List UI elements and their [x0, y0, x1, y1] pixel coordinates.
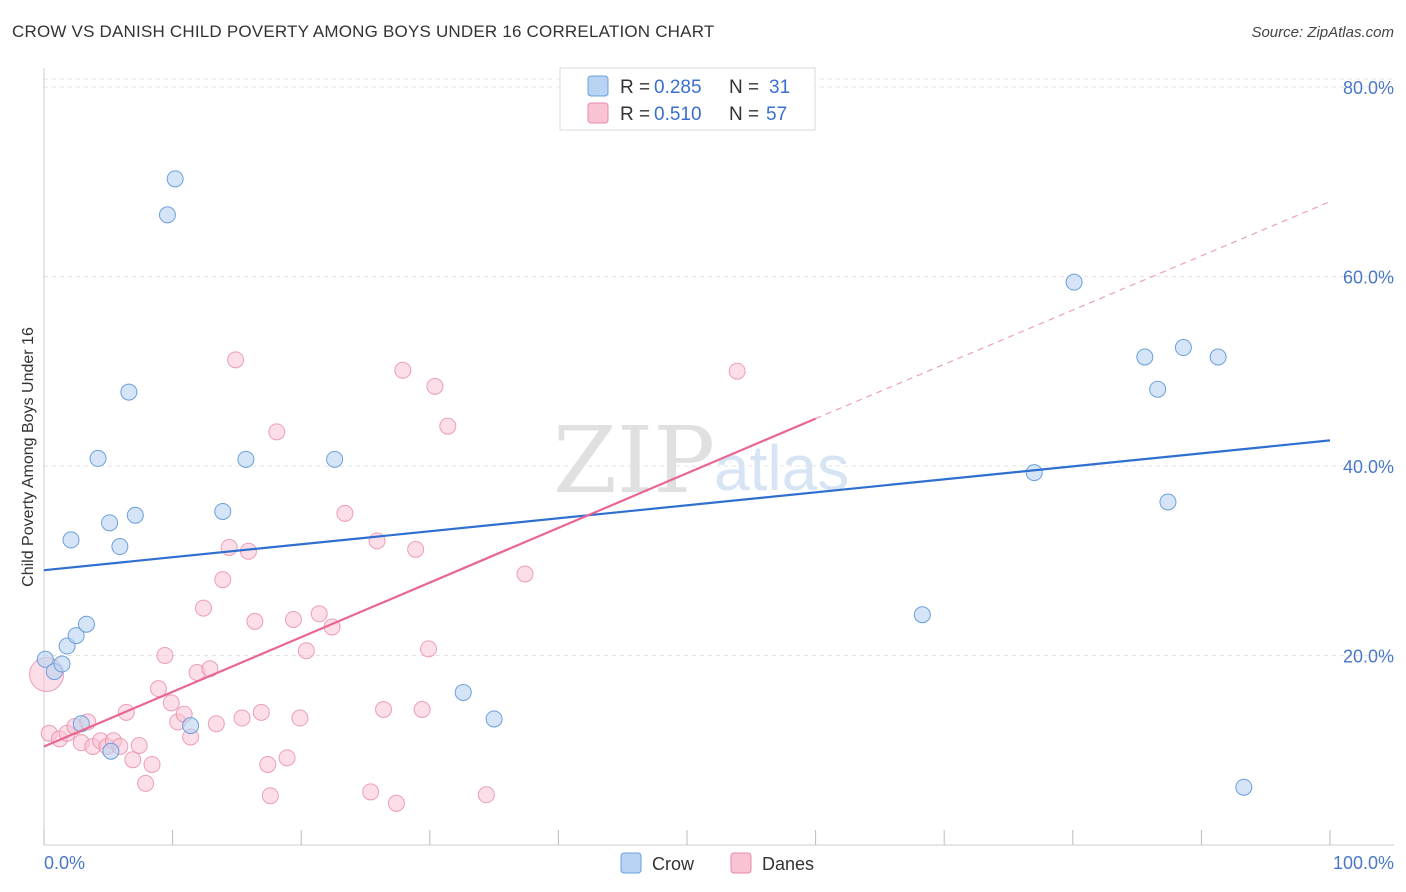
danes-point — [124, 751, 142, 769]
crow-point — [1136, 348, 1154, 366]
danes-point — [143, 755, 161, 773]
bottom-legend-danes-label: Danes — [762, 854, 814, 874]
danes-point — [239, 542, 257, 560]
crow-point — [237, 450, 255, 468]
danes-point — [137, 774, 155, 792]
danes-point — [246, 612, 264, 630]
danes-point — [194, 599, 212, 617]
danes-point — [130, 737, 148, 755]
crow-point — [77, 615, 95, 633]
danes-trend-extension — [815, 201, 1331, 420]
danes-point — [252, 703, 270, 721]
legend-danes-r-label: R = — [620, 104, 650, 125]
crow-point — [62, 531, 80, 549]
watermark-atlas: atlas — [714, 432, 849, 504]
danes-point — [413, 700, 431, 718]
danes-point — [268, 423, 286, 441]
crow-point — [1159, 493, 1177, 511]
crow-points — [36, 170, 1253, 796]
danes-point — [728, 362, 746, 380]
danes-point — [375, 700, 393, 718]
danes-point — [233, 709, 251, 727]
danes-point — [259, 755, 277, 773]
danes-point — [310, 605, 328, 623]
legend-crow-r-value: 0.285 — [654, 77, 702, 98]
danes-point — [407, 540, 425, 558]
chart-title: CROW VS DANISH CHILD POVERTY AMONG BOYS … — [12, 22, 715, 41]
danes-points — [29, 351, 746, 812]
legend-danes-n-value: 57 — [766, 104, 787, 125]
crow-point — [1209, 348, 1227, 366]
legend-danes-swatch — [587, 102, 609, 124]
crow-point — [111, 538, 129, 556]
crow-point — [120, 383, 138, 401]
crow-point — [1065, 273, 1083, 291]
crow-point — [326, 450, 344, 468]
bottom-legend-danes-swatch — [730, 852, 752, 874]
danes-trend-line — [43, 417, 817, 748]
danes-point — [516, 565, 534, 583]
danes-point — [336, 504, 354, 522]
legend-crow-r-label: R = — [620, 77, 650, 98]
y-axis-label: Child Poverty Among Boys Under 16 — [20, 327, 37, 587]
bottom-legend: Crow Danes — [620, 852, 814, 874]
danes-point — [261, 787, 279, 805]
danes-point — [477, 786, 495, 804]
crow-point — [913, 606, 931, 624]
bottom-legend-crow-label: Crow — [652, 854, 695, 874]
crow-point — [485, 710, 503, 728]
crow-point — [89, 449, 107, 467]
source-label: Source: ZipAtlas.com — [1251, 24, 1394, 41]
crow-point — [1149, 380, 1167, 398]
danes-point — [278, 749, 296, 767]
watermark-zip: ZIP — [553, 407, 715, 514]
legend-crow-n-value: 31 — [769, 77, 790, 98]
y-tick-labels: 20.0% 40.0% 60.0% 80.0% — [1343, 78, 1394, 667]
y-tick-label-20: 20.0% — [1343, 646, 1394, 666]
danes-point — [297, 642, 315, 660]
danes-point — [387, 794, 405, 812]
danes-point — [362, 783, 380, 801]
danes-point — [284, 610, 302, 628]
crow-point — [67, 627, 85, 645]
crow-point — [166, 170, 184, 188]
danes-point — [214, 571, 232, 589]
crow-point — [182, 717, 200, 735]
crow-point — [1174, 339, 1192, 357]
legend-crow-n-label: N = — [729, 77, 759, 98]
danes-point — [291, 709, 309, 727]
crow-point — [1235, 778, 1253, 796]
danes-point — [156, 646, 174, 664]
crow-point — [214, 502, 232, 520]
x-tick-label-max: 100.0% — [1333, 853, 1394, 873]
crow-point — [158, 206, 176, 224]
legend-crow-swatch — [587, 75, 609, 97]
danes-point — [227, 351, 245, 369]
y-tick-label-40: 40.0% — [1343, 457, 1394, 477]
x-tick-label-min: 0.0% — [44, 853, 85, 873]
bottom-legend-crow-swatch — [620, 852, 642, 874]
crow-point — [101, 514, 119, 532]
danes-point — [394, 361, 412, 379]
legend: R = 0.285 N = 31 R = 0.510 N = 57 — [559, 67, 816, 131]
danes-point — [162, 694, 180, 712]
danes-point — [420, 640, 438, 658]
y-tick-label-80: 80.0% — [1343, 78, 1394, 98]
legend-danes-r-value: 0.510 — [654, 104, 702, 125]
crow-point — [53, 655, 71, 673]
x-axis-ticks — [43, 830, 1331, 845]
danes-point — [426, 377, 444, 395]
gridlines — [44, 78, 1394, 656]
crow-trend-line — [43, 439, 1331, 572]
crow-point — [102, 742, 120, 760]
crow-point — [126, 506, 144, 524]
crow-point — [36, 650, 54, 668]
danes-point — [439, 417, 457, 435]
danes-point — [207, 715, 225, 733]
legend-danes-n-label: N = — [729, 104, 759, 125]
y-tick-label-60: 60.0% — [1343, 267, 1394, 287]
crow-point — [1025, 464, 1043, 482]
crow-point — [454, 683, 472, 701]
